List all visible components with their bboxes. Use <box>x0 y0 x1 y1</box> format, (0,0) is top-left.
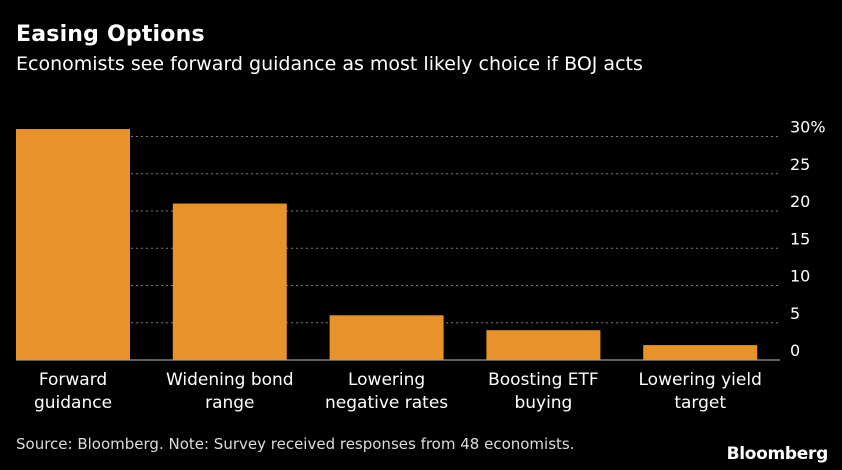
category-label: target <box>674 393 726 413</box>
chart-title: Easing Options <box>16 22 205 47</box>
category-label: Boosting ETF <box>488 370 599 390</box>
category-label: Widening bond <box>166 370 294 390</box>
x-axis-categories: Forward guidance Widening bond range Lowerin… <box>34 370 762 413</box>
chart-subtitle: Economists see forward guidance as most … <box>16 53 643 75</box>
category-label: Forward <box>39 370 107 390</box>
category-label: buying <box>514 393 572 413</box>
y-tick-label: 15 <box>790 229 810 248</box>
y-tick-label: 30% <box>790 118 826 137</box>
bars <box>16 129 758 360</box>
y-tick-label: 0 <box>790 341 800 360</box>
y-tick-label: 25 <box>790 155 810 174</box>
category-label: guidance <box>34 393 112 413</box>
y-tick-label: 10 <box>790 267 810 286</box>
category-label: Lowering yield <box>639 370 762 390</box>
y-tick-label: 20 <box>790 192 810 211</box>
bar <box>172 203 287 360</box>
category-label: range <box>205 393 254 413</box>
category-label: negative rates <box>325 393 448 413</box>
y-tick-label: 5 <box>790 304 800 323</box>
bloomberg-logo: Bloomberg <box>726 444 829 464</box>
bar <box>329 315 444 360</box>
bar <box>486 330 601 360</box>
bar <box>16 129 130 360</box>
source-note: Source: Bloomberg. Note: Survey received… <box>16 435 575 453</box>
y-axis-ticks: 0 5 10 15 20 25 30% <box>790 118 826 361</box>
category-label: Lowering <box>348 370 425 390</box>
bar <box>643 345 758 360</box>
